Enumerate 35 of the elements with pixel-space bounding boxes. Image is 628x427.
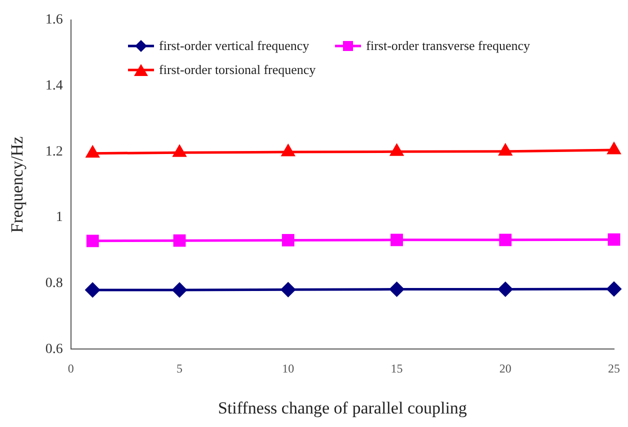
x-tick-label: 15 — [390, 362, 403, 376]
point — [172, 282, 187, 298]
y-tick-label: 1.2 — [45, 144, 63, 160]
legend-label: first-order transverse frequency — [366, 38, 530, 54]
point — [86, 146, 100, 158]
point — [173, 234, 186, 247]
x-tick-label: 5 — [176, 362, 183, 376]
point — [390, 282, 404, 297]
point — [173, 145, 186, 157]
point — [498, 144, 512, 156]
point — [86, 234, 99, 248]
point — [85, 282, 100, 298]
y-tick-label: 1 — [56, 210, 63, 226]
x-axis-title: Stiffness change of parallel coupling — [218, 398, 468, 418]
x-tick-label: 0 — [68, 362, 74, 376]
point — [390, 234, 403, 246]
point — [608, 233, 620, 246]
point — [282, 144, 295, 156]
point — [608, 142, 620, 154]
point — [606, 282, 622, 296]
x-tick-label: 20 — [499, 362, 512, 376]
point — [390, 144, 404, 156]
x-tick-label: 10 — [282, 362, 294, 376]
y-tick-label: 1.6 — [45, 12, 63, 28]
point — [282, 234, 294, 246]
y-tick-label: 0.6 — [45, 342, 63, 357]
legend-label: first-order vertical frequency — [159, 38, 310, 54]
y-axis-title: Frequency/Hz — [8, 136, 27, 233]
legend-label: first-order torsional frequency — [159, 62, 316, 78]
y-tick-label: 1.4 — [45, 78, 63, 94]
x-tick-label: 25 — [608, 362, 620, 376]
point — [280, 282, 296, 297]
y-tick-label: 0.8 — [45, 276, 63, 292]
point — [499, 234, 512, 246]
point — [498, 282, 513, 297]
